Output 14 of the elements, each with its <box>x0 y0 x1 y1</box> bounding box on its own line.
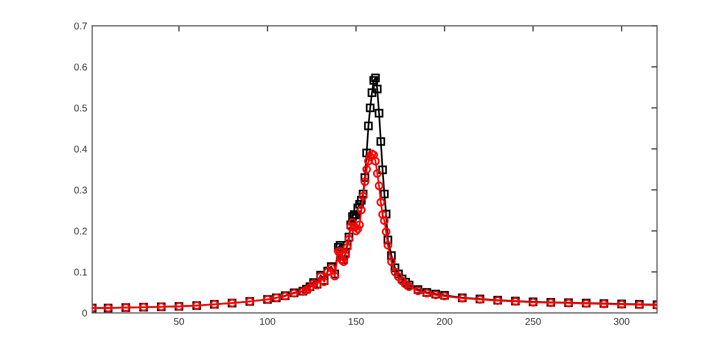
x-tick-label: 100 <box>260 318 276 325</box>
x-tick-label: 300 <box>614 318 630 325</box>
y-tick-label: 0.6 <box>74 64 87 70</box>
x-tick-label: 150 <box>348 318 364 325</box>
y-tick-label: 0.1 <box>74 268 87 276</box>
y-tick-label: 0.2 <box>74 228 87 235</box>
y-tick-label: 0.5 <box>74 104 87 112</box>
y-tick-label: 0.4 <box>74 146 88 152</box>
y-tick-label: 0.7 <box>74 22 87 30</box>
y-tick-label: 0.3 <box>74 186 87 194</box>
x-tick-label: 250 <box>525 318 541 325</box>
x-tick-label: 200 <box>436 318 452 325</box>
y-tick-label: 0 <box>82 310 87 317</box>
x-tick-label: 50 <box>174 318 184 325</box>
